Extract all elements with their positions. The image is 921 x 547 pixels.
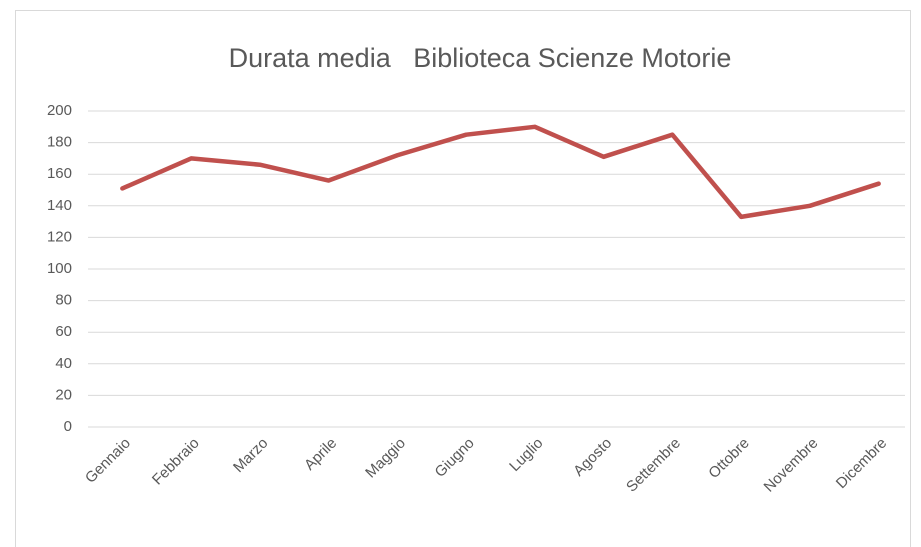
y-tick-label: 140 <box>47 197 72 214</box>
y-tick-label: 160 <box>47 165 72 182</box>
y-tick-label: 180 <box>47 134 72 151</box>
line <box>120 124 881 220</box>
y-tick-label: 200 <box>47 102 72 119</box>
chart-frame <box>15 10 911 547</box>
y-tick-label: 80 <box>55 292 72 309</box>
y-tick-label: 120 <box>47 228 72 245</box>
y-tick-label: 20 <box>55 386 72 403</box>
y-tick-label: 40 <box>55 355 72 372</box>
y-tick-label: 100 <box>47 260 72 277</box>
y-tick-label: 0 <box>64 418 72 435</box>
chart-title: Durata media Biblioteca Scienze Motorie <box>229 43 732 73</box>
y-tick-label: 60 <box>55 323 72 340</box>
